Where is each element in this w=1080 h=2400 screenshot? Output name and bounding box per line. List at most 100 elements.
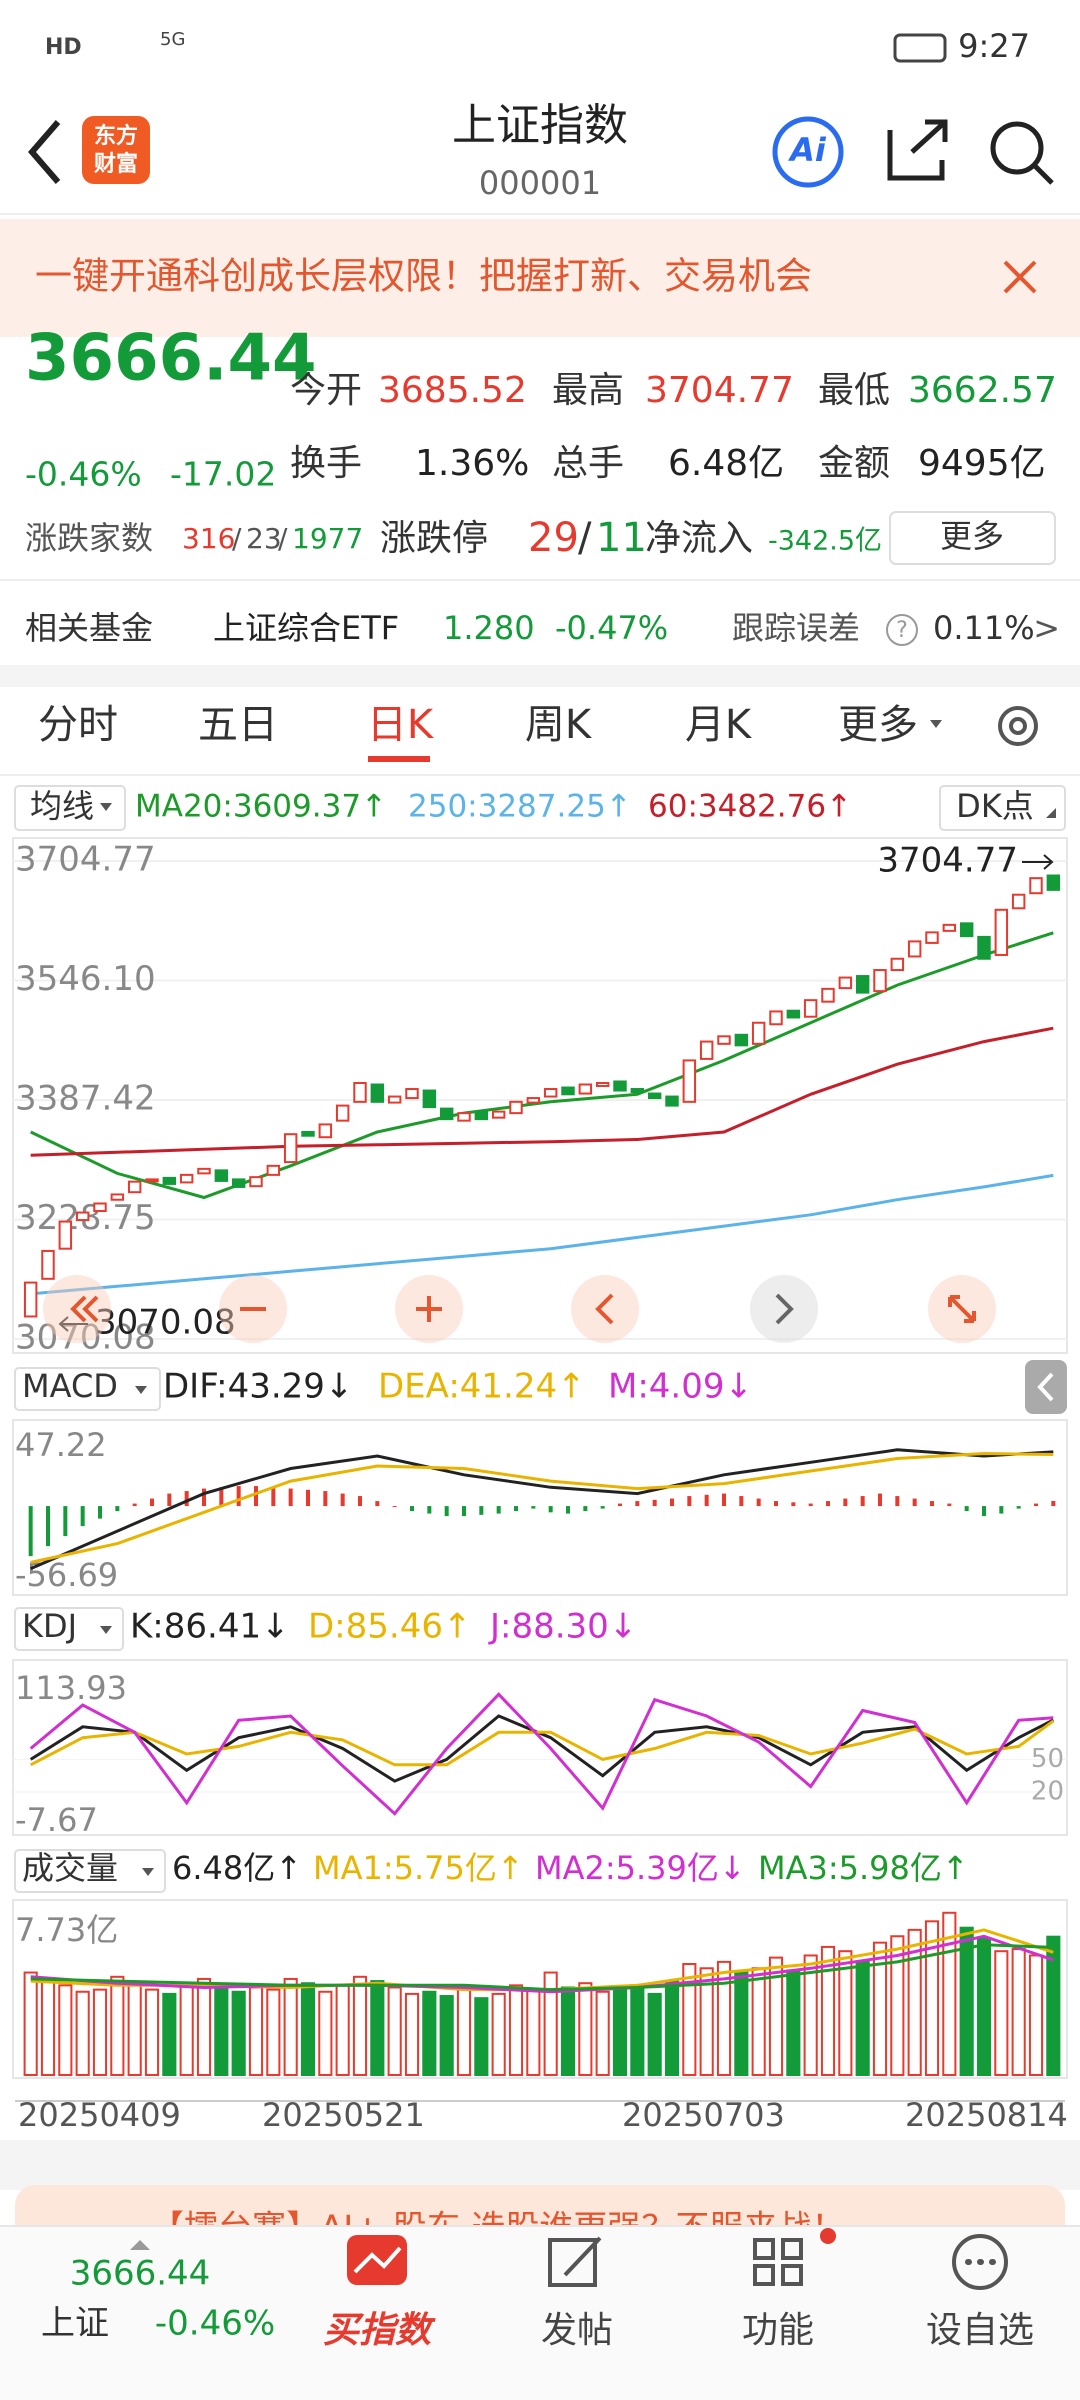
nav-item[interactable]: 设自选 — [926, 2310, 1034, 2351]
tab[interactable]: 月K — [685, 702, 753, 748]
nav-up-arrow — [130, 2240, 150, 2250]
volume-bar — [352, 1975, 368, 2077]
volume-selector[interactable] — [14, 1849, 166, 1893]
candle-body — [613, 1080, 627, 1092]
gap — [0, 2140, 1080, 2190]
volume-bar — [994, 1950, 1009, 2077]
volume-bar — [456, 1988, 472, 2077]
x-tick-label: 20250703 — [622, 2096, 785, 2134]
volume-bar — [266, 1988, 281, 2077]
page-title: 上证指数 — [452, 100, 628, 151]
y-tick-label: 3546.10 — [15, 959, 156, 999]
candle-body — [821, 987, 835, 1003]
candle-body — [769, 1010, 783, 1026]
volume-bar — [196, 1977, 212, 2077]
macd-bar — [722, 1493, 726, 1507]
tab[interactable]: 日K — [367, 702, 435, 748]
legend-entry: MA2:5.39亿↓ — [535, 1849, 746, 1887]
separator: / — [232, 522, 242, 555]
volume-bar — [214, 1984, 229, 2076]
candle-body — [405, 1088, 419, 1100]
chart-control[interactable] — [750, 1275, 818, 1343]
candle-body — [925, 931, 939, 944]
search-handle — [1032, 163, 1054, 185]
banner-close[interactable] — [1003, 260, 1037, 294]
breadth-up: 316 — [182, 522, 235, 555]
tab[interactable]: 分时 — [38, 702, 118, 748]
candle-body — [699, 1040, 714, 1060]
volume-bar — [127, 1984, 142, 2076]
nav-item[interactable]: 买指数 — [323, 2310, 436, 2351]
volume-bar — [474, 1997, 489, 2076]
volume-bar — [318, 1990, 333, 2077]
macd-bar — [444, 1506, 449, 1517]
macd-bar — [219, 1487, 224, 1507]
last-price: 3666.44 — [25, 322, 317, 396]
tab[interactable]: 更多 — [838, 702, 918, 748]
candle-body — [959, 922, 974, 938]
macd-bar — [1034, 1503, 1038, 1507]
line-series — [30, 1934, 1054, 1994]
volume-bar — [786, 1969, 801, 2076]
volume-panel — [12, 1899, 1068, 2079]
tab[interactable]: 周K — [525, 702, 593, 748]
ai-button[interactable] — [772, 116, 844, 188]
volume-bar — [612, 1988, 628, 2077]
field-value: 6.48亿 — [668, 443, 784, 484]
nav-item[interactable]: 功能 — [742, 2310, 814, 2351]
candle-body — [734, 1033, 749, 1047]
line-series — [30, 931, 1054, 1200]
candle-body — [682, 1059, 697, 1103]
chart-control[interactable] — [571, 1275, 639, 1343]
candle-body — [353, 1081, 367, 1103]
more-button[interactable] — [889, 511, 1056, 565]
nav-badge — [820, 2228, 836, 2244]
line-series — [30, 1943, 1054, 1992]
macd-bar — [340, 1493, 345, 1507]
macd-bar — [739, 1496, 744, 1507]
kdj-selector[interactable] — [14, 1607, 124, 1651]
candle-body — [457, 1112, 471, 1122]
legend-entry: MA3:5.98亿↑ — [758, 1849, 969, 1887]
volume-bar — [1046, 1935, 1061, 2076]
field-label: 最高 — [552, 370, 624, 411]
volume-bar — [820, 1945, 836, 2077]
dk-button[interactable] — [939, 785, 1066, 831]
volume-bar — [699, 1967, 714, 2076]
macd-bar — [1051, 1500, 1056, 1507]
logo-text: 东方 — [94, 123, 138, 149]
candle-body — [647, 1092, 662, 1100]
fund-name: 上证综合ETF — [213, 609, 399, 647]
ma-selector[interactable] — [14, 785, 126, 831]
side-tab[interactable] — [1025, 1360, 1067, 1414]
volume-bar — [422, 1990, 437, 2077]
share-button[interactable] — [887, 119, 948, 181]
volume-bar — [491, 1992, 506, 2076]
status-time: 9:27 — [958, 27, 1030, 65]
macd-bar — [652, 1499, 657, 1507]
chart-control[interactable] — [43, 1275, 111, 1343]
tab[interactable]: 五日 — [198, 702, 278, 748]
macd-bar — [80, 1506, 85, 1527]
search-button[interactable] — [990, 121, 1044, 175]
field-label: 最低 — [818, 370, 890, 411]
macd-selector[interactable] — [14, 1367, 161, 1411]
chart-control-icon — [775, 1293, 794, 1325]
back-button[interactable] — [28, 120, 61, 184]
legend-entry: 250:3287.25↑ — [408, 789, 632, 825]
volume-bar — [23, 1971, 38, 2076]
volume-bar — [959, 1926, 974, 2076]
line-series — [29, 1714, 1054, 1783]
candle-body — [509, 1100, 523, 1115]
line-series — [30, 1451, 1054, 1564]
ai-label: Ai — [787, 131, 827, 169]
volume-bar — [560, 1986, 576, 2077]
fund-change: -0.47% — [555, 609, 668, 647]
macd-bar — [704, 1494, 709, 1507]
nav-item[interactable]: 发帖 — [541, 2310, 613, 2351]
macd-bar — [1016, 1506, 1021, 1509]
macd-bar — [635, 1501, 640, 1507]
macd-bar — [288, 1488, 293, 1507]
settings-button[interactable] — [998, 706, 1038, 746]
